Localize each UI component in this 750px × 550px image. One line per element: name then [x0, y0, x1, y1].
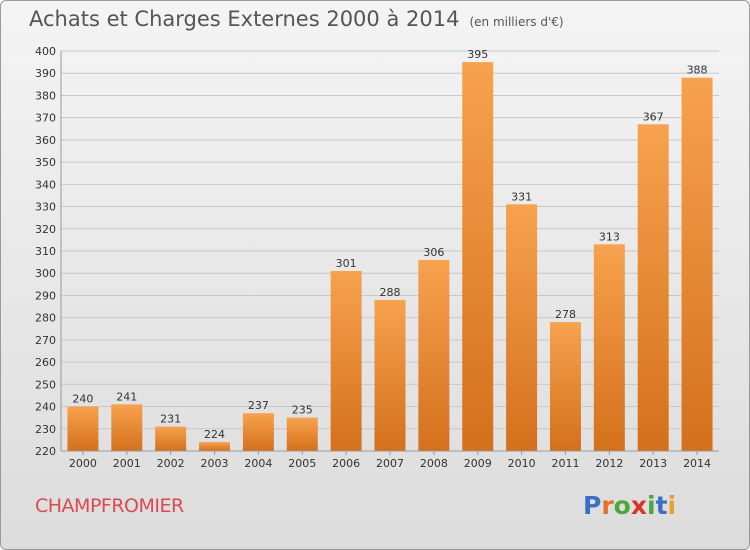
bar: [242, 413, 274, 451]
bar: [67, 406, 99, 451]
data-label: 241: [116, 390, 137, 403]
bar: [637, 124, 669, 451]
x-tick-label: 2004: [244, 457, 272, 470]
data-label: 301: [336, 257, 357, 270]
chart-title-text: Achats et Charges Externes 2000 à 2014: [29, 7, 460, 31]
x-tick-label: 2013: [639, 457, 667, 470]
logo-letter: i: [647, 491, 656, 520]
x-tick-label: 2003: [201, 457, 229, 470]
bar: [199, 442, 231, 451]
chart-unit: (en milliers d'€): [469, 15, 564, 29]
y-tick-label: 270: [35, 334, 56, 347]
y-tick-label: 250: [35, 378, 56, 391]
bar: [506, 204, 538, 451]
bar: [155, 426, 187, 451]
bar: [418, 259, 450, 451]
y-tick-label: 400: [35, 45, 56, 58]
x-tick-label: 2008: [420, 457, 448, 470]
bar: [593, 244, 625, 451]
logo-letter: i: [667, 491, 677, 520]
y-tick-label: 340: [35, 178, 56, 191]
y-tick-label: 280: [35, 312, 56, 325]
x-tick-label: 2011: [551, 457, 579, 470]
bar: [111, 404, 143, 451]
y-tick-label: 370: [35, 112, 56, 125]
y-tick-label: 390: [35, 67, 56, 80]
data-label: 388: [687, 64, 708, 77]
commune-name: CHAMPFROMIER: [35, 495, 184, 517]
y-tick-label: 380: [35, 89, 56, 102]
x-tick-label: 2002: [157, 457, 185, 470]
data-label: 288: [380, 286, 401, 299]
data-label: 237: [248, 399, 269, 412]
y-tick-label: 290: [35, 289, 56, 302]
y-tick-label: 330: [35, 201, 56, 214]
data-label: 235: [292, 404, 313, 417]
bar: [330, 271, 362, 451]
bar: [462, 62, 494, 451]
y-tick-label: 300: [35, 267, 56, 280]
data-label: 224: [204, 428, 225, 441]
y-tick-label: 260: [35, 356, 56, 369]
x-tick-label: 2000: [69, 457, 97, 470]
data-label: 395: [467, 48, 488, 61]
x-tick-label: 2012: [595, 457, 623, 470]
logo-letter: o: [613, 491, 631, 520]
y-tick-label: 320: [35, 223, 56, 236]
logo-letter: P: [583, 491, 602, 520]
x-tick-label: 2001: [113, 457, 141, 470]
logo-letter: t: [655, 491, 668, 520]
data-label: 240: [72, 393, 93, 406]
bar: [286, 417, 318, 451]
x-tick-label: 2010: [508, 457, 536, 470]
logo-letter: r: [601, 491, 614, 520]
x-tick-label: 2009: [464, 457, 492, 470]
data-label: 278: [555, 308, 576, 321]
x-tick-label: 2006: [332, 457, 360, 470]
x-tick-label: 2014: [683, 457, 711, 470]
y-tick-label: 220: [35, 445, 56, 458]
bar: [549, 322, 581, 451]
logo-letter: x: [630, 491, 647, 520]
x-tick-label: 2005: [288, 457, 316, 470]
y-tick-label: 230: [35, 423, 56, 436]
data-label: 331: [511, 190, 532, 203]
data-label: 231: [160, 413, 181, 426]
y-tick-label: 350: [35, 156, 56, 169]
data-label: 306: [423, 246, 444, 259]
y-tick-label: 360: [35, 134, 56, 147]
proxiti-logo: Proxiti: [583, 491, 676, 520]
bar: [681, 77, 713, 452]
bar: [374, 299, 406, 451]
data-label: 313: [599, 230, 620, 243]
y-tick-label: 310: [35, 245, 56, 258]
data-label: 367: [643, 110, 664, 123]
x-tick-label: 2007: [376, 457, 404, 470]
y-tick-label: 240: [35, 401, 56, 414]
chart-title: Achats et Charges Externes 2000 à 2014 (e…: [29, 7, 564, 31]
